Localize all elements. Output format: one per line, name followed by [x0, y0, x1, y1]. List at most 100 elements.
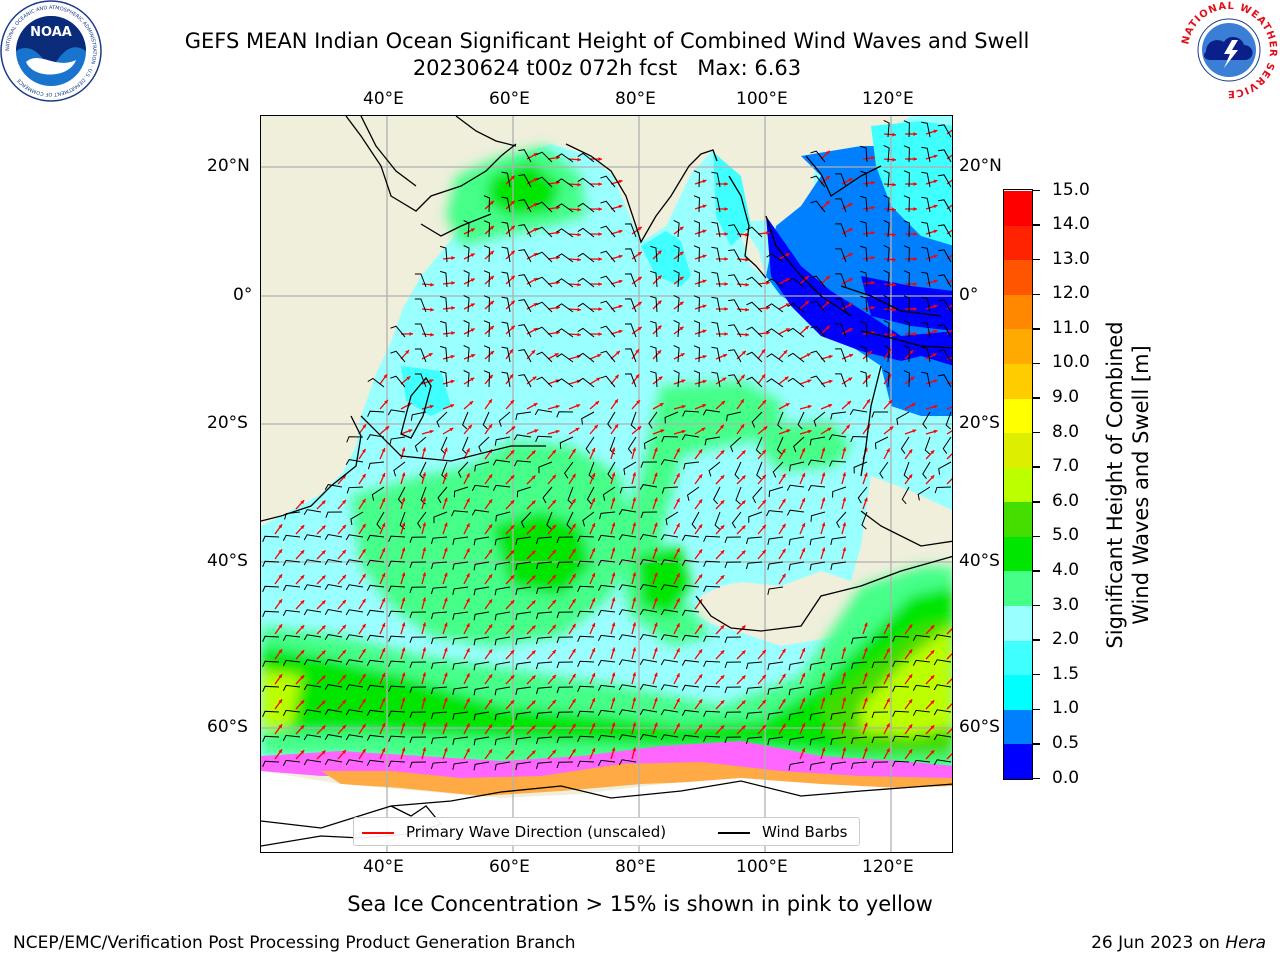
wind-barb — [639, 609, 658, 615]
wind-barb — [535, 761, 553, 770]
colorbar-segment — [1004, 605, 1032, 641]
wind-barb — [624, 323, 637, 338]
wave-direction-arrowhead — [422, 597, 427, 602]
wave-direction-arrowhead — [886, 448, 890, 453]
wind-barb — [556, 378, 574, 388]
wave-direction-arrowhead — [342, 574, 346, 579]
colorbar-tick-mark — [1033, 224, 1040, 226]
wind-barb — [903, 345, 910, 363]
wind-barb — [934, 486, 952, 494]
lat-label-left-20n: 20°N — [207, 156, 250, 176]
wave-direction-arrowhead — [510, 750, 515, 755]
wave-direction-arrowhead — [470, 278, 475, 282]
wave-direction-arrowhead — [552, 624, 556, 629]
wave-direction-arrowhead — [698, 674, 703, 679]
wind-barb — [463, 245, 470, 263]
wave-direction-arrowhead — [653, 647, 658, 652]
wave-direction-arrowhead — [278, 724, 283, 729]
wave-direction-arrowhead — [534, 429, 539, 433]
wave-direction-arrowhead — [300, 725, 305, 730]
wave-direction-arrowhead — [848, 253, 853, 257]
wind-barb — [810, 275, 826, 288]
wave-direction-arrowhead — [658, 376, 663, 381]
wind-barb — [439, 370, 448, 388]
wind-barb — [518, 324, 532, 338]
wind-barb — [850, 661, 868, 670]
wind-barb — [324, 609, 343, 615]
wave-direction-arrowhead — [422, 747, 427, 752]
wind-barb — [693, 270, 700, 288]
wave-direction-arrowhead — [842, 522, 847, 527]
wave-direction-arrowhead — [679, 326, 684, 331]
wave-direction-arrowhead — [450, 404, 455, 408]
wind-barb — [390, 350, 406, 363]
wind-barb — [835, 298, 847, 313]
wind-barb — [262, 610, 280, 618]
wind-barb — [728, 374, 742, 388]
wave-direction-arrowhead — [614, 399, 618, 404]
colorbar-segment — [1004, 467, 1032, 503]
colorbar-segment — [1004, 640, 1032, 676]
wave-direction-arrowhead — [864, 722, 868, 727]
wave-direction-arrowhead — [632, 547, 637, 552]
arafura-blue — [881, 356, 952, 416]
wind-barb — [809, 436, 826, 446]
wind-barb — [597, 659, 616, 666]
wind-barb — [536, 276, 553, 288]
colorbar-tick-label: 0.5 — [1052, 732, 1080, 753]
wind-barb — [639, 659, 658, 665]
wave-direction-arrowhead — [321, 600, 326, 605]
wind-barb — [903, 370, 910, 388]
wind-barb — [494, 536, 511, 546]
lat-label-left-20s: 20°S — [207, 413, 248, 433]
wave-direction-arrowhead — [783, 350, 788, 355]
wave-direction-arrowhead — [488, 599, 493, 604]
wind-barb — [860, 270, 868, 288]
wind-barb — [556, 353, 574, 363]
wind-barb — [367, 410, 385, 417]
wind-barb — [871, 761, 889, 769]
wind-barb — [577, 177, 595, 188]
wave-direction-arrowhead — [342, 524, 346, 529]
wave-direction-arrowhead — [591, 647, 596, 652]
wave-direction-arrowhead — [362, 623, 366, 628]
wave-direction-arrowhead — [591, 572, 596, 577]
wave-direction-arrowhead — [908, 674, 913, 679]
wave-direction-arrowhead — [632, 472, 637, 477]
wind-barb — [777, 411, 784, 430]
wave-direction-arrowhead — [698, 649, 703, 654]
wind-barb — [376, 511, 385, 530]
wave-direction-arrowhead — [598, 157, 602, 162]
wave-direction-arrowhead — [913, 207, 917, 211]
wind-barb — [883, 220, 890, 238]
wave-direction-arrowhead — [533, 203, 538, 207]
wave-direction-arrowhead — [848, 328, 853, 332]
wave-direction-arrowhead — [598, 182, 602, 187]
wave-direction-arrowhead — [575, 427, 580, 432]
wind-barb — [639, 534, 658, 540]
wind-barb — [660, 684, 679, 691]
wind-barb — [535, 686, 553, 695]
wind-barb — [903, 145, 910, 163]
wave-direction-arrowhead — [698, 499, 703, 504]
wind-barb — [262, 685, 280, 693]
wind-barb — [942, 436, 952, 454]
wind-barb — [577, 735, 595, 742]
wind-barb — [452, 761, 469, 770]
wind-barb — [681, 559, 700, 566]
wave-direction-arrowhead — [801, 522, 806, 527]
wind-barb — [660, 634, 679, 641]
wind-barb — [324, 684, 343, 690]
wind-barb — [494, 586, 511, 596]
wind-barb — [639, 734, 658, 740]
wave-direction-arrowhead — [451, 256, 455, 260]
wave-direction-arrowhead — [321, 750, 326, 755]
wind-barb — [748, 511, 763, 523]
wind-barb — [874, 436, 889, 450]
wave-direction-arrowhead — [342, 624, 346, 629]
wind-barb — [577, 760, 595, 767]
wave-direction-arrowhead — [401, 722, 406, 727]
wind-barb — [686, 486, 700, 501]
wind-barb — [871, 711, 889, 719]
wave-direction-arrowhead — [781, 448, 786, 453]
